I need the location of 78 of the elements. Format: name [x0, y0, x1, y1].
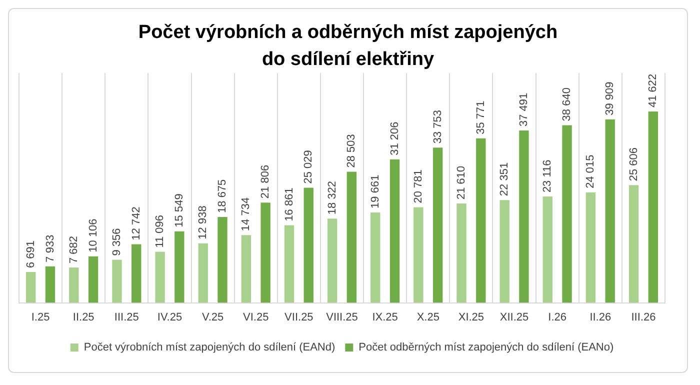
- bar: [69, 267, 79, 303]
- x-tick-label: I.25: [31, 311, 50, 324]
- x-tick-label: X.25: [416, 311, 440, 324]
- data-label: 24 015: [584, 154, 597, 188]
- data-label: 10 106: [87, 218, 100, 252]
- bar: [432, 148, 443, 303]
- data-label: 7 933: [44, 234, 56, 262]
- data-label: 11 096: [154, 214, 166, 248]
- x-tick-label: III.26: [631, 311, 656, 324]
- x-tick-label: I.26: [548, 311, 567, 324]
- bar: [519, 130, 529, 303]
- data-label: 21 610: [456, 166, 468, 200]
- data-label: 15 549: [173, 194, 186, 228]
- x-tick-label: VII.25: [284, 311, 314, 324]
- bar: [198, 243, 208, 303]
- data-label: 25 606: [628, 147, 640, 182]
- x-tick-label: IX.25: [372, 311, 398, 324]
- data-label: 12 938: [197, 206, 210, 240]
- x-tick-label: XI.25: [458, 311, 484, 324]
- data-label: 20 781: [412, 170, 424, 204]
- bar: [542, 196, 552, 303]
- legend-label: Počet odběrných míst zapojených do sdílení (EANo): [358, 342, 614, 354]
- bar: [476, 138, 486, 303]
- data-label: 41 622: [647, 74, 660, 108]
- chart-title: Počet výrobních a odběrných míst zapojených do sdílení elektřiny: [138, 21, 558, 72]
- x-tick-label: VIII.25: [326, 311, 358, 324]
- x-tick-label: VI.25: [243, 311, 269, 324]
- bar: [370, 212, 380, 303]
- bar: [218, 216, 228, 303]
- bar: [260, 202, 270, 303]
- bar: [586, 192, 596, 303]
- x-tick-label: V.25: [202, 311, 224, 324]
- data-label: 33 753: [432, 110, 444, 144]
- data-label: 31 206: [388, 122, 401, 156]
- data-label: 19 661: [369, 174, 382, 208]
- data-label: 39 909: [604, 82, 616, 116]
- data-label: 21 806: [260, 164, 272, 199]
- bar: [327, 218, 338, 303]
- data-label: 18 322: [326, 180, 338, 215]
- bar: [174, 231, 184, 303]
- data-label: 6 691: [24, 240, 37, 268]
- data-label: 12 742: [130, 206, 142, 240]
- data-label: 22 351: [498, 162, 511, 196]
- bar: [304, 188, 314, 303]
- bar: [500, 200, 510, 303]
- data-label: 37 491: [518, 92, 530, 126]
- bar: [112, 260, 122, 303]
- bar: [605, 119, 615, 303]
- x-tick-label: III.25: [114, 311, 139, 324]
- bar: [45, 266, 56, 303]
- data-label: 23 116: [542, 160, 554, 193]
- bar: [132, 244, 142, 303]
- bar: [284, 225, 294, 303]
- x-tick-label: IV.25: [157, 311, 182, 324]
- x-tick-label: XII.25: [500, 311, 529, 324]
- bar: [562, 125, 572, 303]
- bar: [456, 203, 466, 303]
- bar: [628, 185, 639, 303]
- bar: [346, 172, 357, 303]
- data-label: 16 861: [283, 188, 296, 222]
- data-label: 28 503: [346, 134, 358, 168]
- data-label: 14 734: [240, 197, 252, 232]
- data-label: 18 675: [216, 179, 229, 213]
- data-label: 9 356: [111, 228, 124, 256]
- bar: [88, 256, 98, 303]
- data-label: 25 029: [302, 150, 315, 184]
- bar: [26, 272, 36, 303]
- x-tick-label: II.25: [72, 311, 94, 324]
- bar: [414, 207, 424, 303]
- legend-label: Počet výrobních míst zapojených do sdílení (EANd): [84, 342, 336, 354]
- x-tick-label: II.26: [590, 311, 612, 324]
- bar: [241, 235, 252, 303]
- data-label: 7 682: [68, 236, 80, 264]
- bar: [155, 252, 165, 303]
- data-label: 35 771: [474, 100, 487, 134]
- bar: [648, 112, 658, 303]
- data-label: 38 640: [561, 88, 574, 122]
- bar: [390, 159, 400, 303]
